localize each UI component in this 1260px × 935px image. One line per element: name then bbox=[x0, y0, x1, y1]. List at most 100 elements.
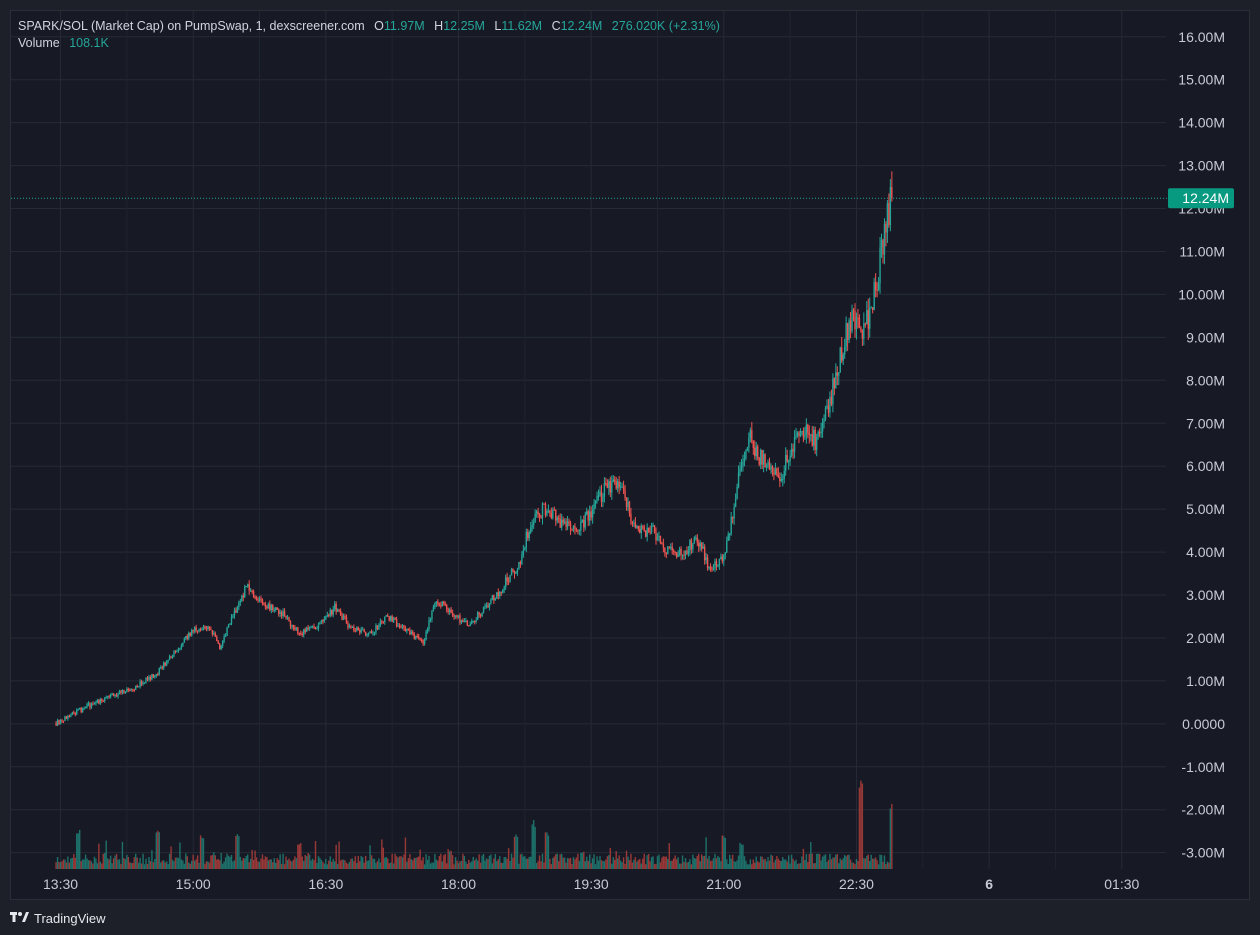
candle-body bbox=[842, 354, 844, 361]
volume-bar bbox=[435, 859, 438, 869]
volume-bar bbox=[351, 858, 354, 869]
volume-bar bbox=[479, 862, 482, 869]
candle-body bbox=[481, 612, 483, 617]
volume-bar bbox=[705, 837, 707, 869]
volume-bar bbox=[724, 837, 726, 869]
candle-body bbox=[248, 584, 250, 591]
volume-bar bbox=[587, 860, 589, 869]
low-value: 11.62M bbox=[501, 19, 543, 33]
volume-bar bbox=[90, 861, 93, 869]
volume-bar bbox=[142, 853, 144, 869]
candle-body bbox=[149, 676, 152, 680]
candle-body bbox=[869, 307, 871, 329]
close-value: 12.24M bbox=[560, 19, 603, 33]
candle-body bbox=[251, 590, 253, 592]
volume-bar bbox=[605, 859, 607, 869]
volume-bar bbox=[348, 861, 351, 869]
volume-bar bbox=[67, 856, 69, 869]
candle-body bbox=[524, 547, 526, 551]
candle-body bbox=[618, 481, 620, 488]
volume-bar bbox=[409, 854, 411, 869]
candle-body bbox=[78, 707, 81, 710]
candle-body bbox=[479, 614, 482, 617]
candle-body bbox=[586, 511, 588, 515]
candle-body bbox=[310, 626, 312, 628]
volume-bar bbox=[157, 830, 159, 869]
volume-bar bbox=[559, 854, 561, 869]
candle-body bbox=[565, 521, 567, 527]
volume-bar bbox=[880, 855, 883, 869]
candle-body bbox=[326, 615, 329, 617]
candle-body bbox=[83, 708, 85, 710]
volume-bar bbox=[715, 858, 718, 869]
candle-body bbox=[220, 646, 222, 650]
volume-bar bbox=[749, 859, 752, 869]
volume-bar bbox=[866, 855, 868, 869]
candle-body bbox=[615, 481, 617, 489]
volume-bar bbox=[575, 857, 578, 869]
candle-body bbox=[631, 521, 634, 524]
volume-bar bbox=[646, 855, 648, 869]
candle-body bbox=[608, 481, 610, 489]
volume-bar bbox=[270, 859, 273, 869]
volume-bar bbox=[855, 859, 858, 869]
volume-bar bbox=[785, 859, 787, 869]
volume-bar bbox=[852, 862, 855, 869]
candle-body bbox=[58, 720, 60, 724]
volume-bar bbox=[361, 857, 364, 869]
volume-bar bbox=[198, 862, 200, 869]
candle-body bbox=[468, 625, 470, 627]
candle-body bbox=[460, 620, 463, 623]
candle-body bbox=[211, 630, 214, 635]
candle-body bbox=[496, 592, 498, 599]
tradingview-branding[interactable]: TradingView bbox=[10, 910, 106, 926]
candle-body bbox=[276, 607, 278, 610]
candle-body bbox=[506, 577, 508, 582]
candle-body bbox=[121, 690, 124, 693]
tradingview-brand-text: TradingView bbox=[34, 910, 106, 926]
y-tick-label: 7.00M bbox=[1186, 415, 1225, 431]
symbol-title: SPARK/SOL (Market Cap) on PumpSwap, 1, d… bbox=[18, 19, 365, 33]
candle-body bbox=[199, 628, 202, 630]
volume-bar bbox=[239, 856, 242, 869]
volume-bar bbox=[272, 862, 274, 869]
volume-bar bbox=[801, 856, 803, 869]
candle-body bbox=[428, 619, 430, 630]
volume-bar bbox=[401, 857, 404, 869]
candle-body bbox=[792, 448, 794, 452]
volume-bar bbox=[846, 855, 849, 869]
candle-body bbox=[261, 599, 264, 604]
candle-body bbox=[525, 531, 527, 548]
volume-bar bbox=[277, 860, 280, 869]
volume-bar bbox=[295, 858, 298, 869]
volume-bar bbox=[832, 857, 834, 869]
volume-bar bbox=[597, 860, 600, 869]
volume-bar bbox=[702, 856, 704, 869]
candle-body bbox=[633, 522, 635, 524]
volume-bar bbox=[338, 841, 340, 869]
volume-bar bbox=[757, 861, 759, 869]
volume-bar bbox=[252, 859, 255, 869]
candle-body bbox=[372, 633, 374, 635]
candle-body bbox=[724, 552, 726, 555]
candle-body bbox=[749, 430, 752, 438]
volume-bar bbox=[695, 858, 697, 869]
candle-body bbox=[761, 449, 763, 465]
candle-body bbox=[795, 435, 797, 437]
volume-bar bbox=[497, 859, 499, 869]
candle-body bbox=[670, 546, 672, 548]
candle-body bbox=[720, 556, 722, 560]
candle-body bbox=[62, 720, 65, 722]
candle-body bbox=[858, 317, 861, 328]
candle-body bbox=[739, 467, 741, 473]
volume-bar bbox=[642, 858, 644, 869]
volume-bar bbox=[793, 861, 796, 869]
volume-bar bbox=[647, 854, 650, 869]
volume-bar bbox=[266, 857, 268, 869]
candle-body bbox=[568, 521, 570, 524]
y-tick-label: 16.00M bbox=[1178, 29, 1225, 45]
candle-body bbox=[297, 627, 299, 634]
volume-bar bbox=[77, 833, 79, 869]
volume-bar bbox=[167, 864, 169, 869]
